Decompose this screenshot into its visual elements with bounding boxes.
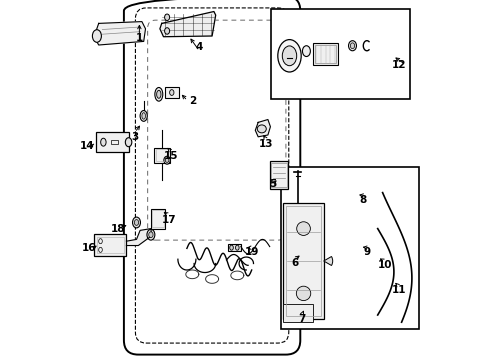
Ellipse shape: [132, 217, 140, 228]
Ellipse shape: [163, 156, 170, 164]
Text: 6: 6: [291, 258, 298, 268]
Ellipse shape: [164, 28, 169, 34]
Text: 16: 16: [81, 243, 96, 253]
Bar: [312, 43, 337, 65]
Bar: [154, 148, 169, 163]
Bar: [156, 149, 168, 161]
Ellipse shape: [156, 90, 161, 98]
Text: 1: 1: [136, 33, 142, 43]
Ellipse shape: [302, 46, 310, 57]
Ellipse shape: [165, 158, 168, 162]
Polygon shape: [160, 12, 215, 37]
Bar: [94, 234, 126, 256]
Ellipse shape: [296, 286, 310, 301]
Text: 19: 19: [244, 247, 258, 257]
Bar: [271, 163, 286, 187]
Text: 15: 15: [163, 150, 178, 161]
Wedge shape: [323, 256, 332, 266]
Ellipse shape: [235, 245, 239, 250]
Ellipse shape: [348, 41, 356, 51]
Text: 9: 9: [363, 247, 370, 257]
Bar: [280, 167, 418, 329]
Bar: [283, 304, 312, 322]
Ellipse shape: [277, 40, 301, 72]
Polygon shape: [94, 22, 145, 45]
Text: 7: 7: [298, 314, 305, 324]
Bar: [111, 140, 118, 144]
Ellipse shape: [257, 125, 266, 133]
Ellipse shape: [125, 138, 132, 147]
Text: 17: 17: [161, 215, 176, 225]
Ellipse shape: [164, 14, 169, 21]
Bar: [152, 210, 163, 227]
Bar: [97, 237, 123, 253]
Ellipse shape: [296, 222, 310, 235]
Text: 5: 5: [269, 179, 276, 189]
Ellipse shape: [146, 229, 155, 240]
Ellipse shape: [142, 113, 145, 119]
Text: 13: 13: [258, 139, 273, 149]
Text: 3: 3: [131, 132, 138, 142]
Ellipse shape: [349, 43, 354, 49]
Bar: [228, 244, 241, 251]
Text: 10: 10: [377, 260, 391, 270]
Text: 2: 2: [188, 96, 196, 106]
Bar: [151, 209, 165, 229]
Bar: [271, 9, 409, 99]
Ellipse shape: [101, 138, 106, 146]
Bar: [314, 45, 336, 63]
Text: 14: 14: [80, 141, 94, 151]
Text: 8: 8: [359, 195, 366, 205]
Polygon shape: [126, 229, 151, 246]
Ellipse shape: [282, 46, 296, 66]
Ellipse shape: [140, 111, 147, 121]
Bar: [283, 203, 323, 319]
Bar: [285, 206, 320, 316]
Bar: [96, 132, 128, 152]
Text: 18: 18: [110, 224, 125, 234]
Ellipse shape: [148, 232, 153, 238]
Polygon shape: [255, 120, 270, 137]
Ellipse shape: [229, 245, 233, 250]
Text: 4: 4: [195, 42, 203, 52]
Ellipse shape: [155, 87, 163, 101]
Ellipse shape: [92, 30, 101, 42]
Text: 11: 11: [391, 285, 406, 295]
Bar: [164, 87, 179, 98]
Ellipse shape: [169, 90, 174, 95]
Bar: [269, 161, 288, 189]
Ellipse shape: [134, 220, 139, 225]
Text: 12: 12: [391, 60, 406, 70]
